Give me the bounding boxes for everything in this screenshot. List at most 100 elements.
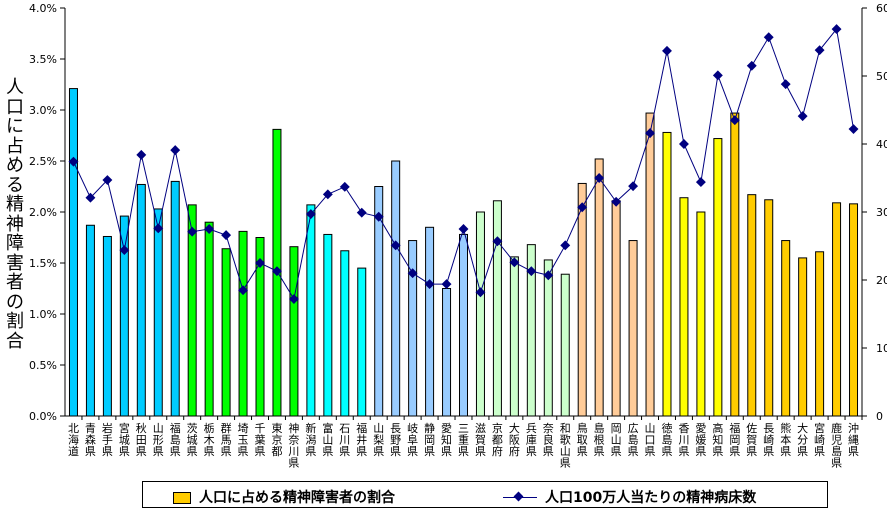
x-tick-label: 山形県: [153, 422, 164, 458]
line-point: [221, 230, 232, 241]
line-point: [645, 128, 655, 139]
bar: [679, 197, 689, 417]
line-point: [119, 245, 130, 256]
bar: [357, 267, 367, 417]
line-point: [594, 173, 605, 183]
legend-item-line: 人口100万人当たりの精神病床数: [503, 487, 756, 507]
left-tick-label: 2.5%: [29, 155, 57, 168]
x-tick-label: 大阪府: [509, 421, 520, 458]
line-point: [170, 145, 181, 156]
x-tick-label: 高知県: [712, 421, 723, 458]
line-point: [272, 266, 282, 277]
bar: [68, 88, 78, 417]
bar: [187, 204, 197, 417]
bar: [238, 230, 248, 417]
bar: [611, 200, 621, 417]
bar: [442, 288, 452, 417]
bar: [798, 257, 808, 417]
bar: [849, 203, 859, 417]
line-point: [356, 207, 367, 218]
line-point: [238, 285, 249, 296]
x-tick-label: 群馬県: [221, 421, 232, 458]
bar: [374, 186, 384, 417]
line-point: [187, 226, 198, 237]
x-tick-label: 沖縄県: [848, 422, 859, 458]
line-point: [543, 270, 554, 281]
x-tick-label: 鹿児島県: [831, 421, 842, 470]
x-tick-label: 鳥取県: [577, 421, 588, 458]
bar: [526, 244, 536, 417]
x-tick-label: 岐阜県: [407, 422, 418, 458]
line-point: [729, 115, 740, 126]
x-tick-label: 石川県: [339, 422, 350, 458]
line-point: [780, 79, 791, 90]
bar: [459, 233, 468, 417]
bar: [119, 215, 129, 417]
x-tick-label: 長崎県: [763, 422, 774, 458]
bar: [136, 183, 146, 417]
legend: 人口に占める精神障害者の割合 人口100万人当たりの精神病床数: [142, 481, 828, 508]
bar: [340, 250, 350, 417]
left-tick-label: 4.0%: [29, 2, 57, 15]
line-point: [458, 224, 469, 234]
x-tick-label: 香川県: [678, 422, 689, 458]
bar: [543, 259, 553, 417]
x-tick-label: 滋賀県: [475, 422, 486, 458]
x-tick-label: 神奈川県: [288, 421, 299, 470]
x-tick-label: 長野県: [390, 422, 401, 458]
bar: [560, 273, 570, 417]
left-tick-label: 1.5%: [29, 257, 57, 270]
line-point: [492, 236, 503, 247]
bar: [645, 112, 655, 417]
x-tick-label: 山口県: [645, 422, 656, 458]
bar: [815, 251, 825, 417]
line-point: [712, 70, 723, 81]
x-tick-label: 宮崎県: [814, 421, 825, 458]
line-point: [85, 192, 96, 203]
legend-line-swatch: [503, 492, 537, 504]
line-point: [695, 177, 706, 188]
right-tick-label: 600: [876, 2, 887, 15]
bar: [255, 237, 265, 417]
line-point: [322, 189, 333, 200]
bar: [696, 211, 706, 417]
x-tick-label: 岡山県: [611, 422, 622, 458]
x-tick-label: 兵庫県: [526, 422, 537, 458]
legend-item-bar: 人口に占める精神障害者の割合: [173, 487, 395, 507]
x-tick-label: 秋田県: [136, 421, 147, 458]
bar: [730, 112, 740, 417]
x-tick-label: 福島県: [170, 421, 181, 458]
line-point: [305, 209, 316, 219]
right-tick-label: 300: [876, 206, 887, 219]
bar: [85, 224, 95, 417]
x-tick-label: 福岡県: [729, 421, 740, 458]
bar: [425, 226, 435, 417]
line-point: [339, 181, 350, 192]
x-tick-label: 千葉県: [255, 422, 266, 458]
line-point: [390, 240, 401, 251]
line-point: [255, 258, 265, 268]
x-tick-label: 青森県: [85, 422, 96, 458]
line-point: [848, 124, 859, 134]
x-tick-label: 佐賀県: [746, 421, 757, 458]
x-tick-label: 茨城県: [187, 421, 198, 458]
line-point: [526, 266, 537, 277]
right-tick-label: 100: [876, 342, 887, 355]
x-tick-label: 熊本県: [780, 421, 791, 458]
line-point: [136, 149, 147, 160]
bar: [577, 182, 587, 417]
line-point: [763, 32, 774, 43]
x-tick-label: 福井県: [356, 421, 367, 458]
x-tick-label: 京都府: [492, 421, 503, 458]
bar: [509, 256, 519, 417]
bar: [204, 221, 214, 417]
right-tick-label: 500: [876, 70, 887, 83]
bar: [391, 160, 401, 417]
bar: [221, 248, 231, 417]
bar: [475, 211, 485, 417]
line-point: [475, 287, 486, 298]
left-tick-label: 2.0%: [29, 206, 57, 219]
line-point: [814, 45, 825, 56]
left-tick-label: 1.0%: [29, 308, 57, 321]
bar: [781, 240, 791, 417]
